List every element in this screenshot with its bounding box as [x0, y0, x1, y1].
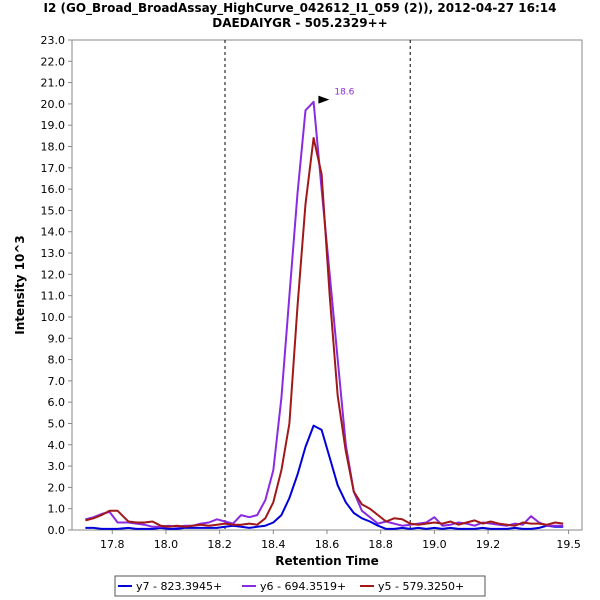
x-tick-label: 18.2: [207, 538, 232, 551]
x-tick-label: 17.8: [100, 538, 125, 551]
y-tick-label: 20.0: [41, 98, 66, 111]
chart-title: I2 (GO_Broad_BroadAssay_HighCurve_042612…: [44, 1, 557, 16]
y-tick-label: 6.0: [48, 396, 66, 409]
y-tick-label: 14.0: [41, 226, 66, 239]
y-tick-label: 4.0: [48, 439, 66, 452]
legend-label: y5 - 579.3250+: [378, 580, 464, 593]
y-tick-label: 21.0: [41, 77, 66, 90]
y-tick-label: 18.0: [41, 141, 66, 154]
y-tick-label: 23.0: [41, 34, 66, 47]
plot-area: [71, 39, 583, 531]
legend-label: y6 - 694.3519+: [260, 580, 346, 593]
x-axis-ticks: 17.8 18.0 18.2 18.4 18.6 18.8 19.0 19.2 19.5: [100, 530, 581, 551]
y-tick-label: 11.0: [41, 290, 66, 303]
y-tick-label: 3.0: [48, 460, 66, 473]
x-tick-label: 18.0: [154, 538, 179, 551]
y-axis-ticks: 0.0 1.0 2.0 3.0 4.0 5.0 6.0 7.0 8.0 9.0 10.0 11.0 12…: [41, 34, 72, 537]
y-tick-label: 15.0: [41, 204, 66, 217]
x-tick-label: 19.5: [556, 538, 581, 551]
x-tick-label: 18.6: [315, 538, 340, 551]
y-tick-label: 5.0: [48, 417, 66, 430]
series-line: [85, 424, 564, 530]
peak-annotation: 18.6: [318, 88, 355, 104]
x-tick-label: 19.2: [476, 538, 501, 551]
y-axis-title: Intensity 10^3: [13, 235, 27, 335]
y-tick-label: 0.0: [48, 524, 66, 537]
x-axis-title: Retention Time: [275, 554, 379, 568]
y-tick-label: 16.0: [41, 183, 66, 196]
legend-label: y7 - 823.3945+: [136, 580, 222, 593]
y-tick-label: 8.0: [48, 354, 66, 367]
y-tick-label: 12.0: [41, 268, 66, 281]
y-tick-label: 2.0: [48, 481, 66, 494]
vertical-markers: [224, 40, 411, 530]
chart-subtitle: DAEDAIYGR - 505.2329++: [212, 16, 387, 30]
y-tick-label: 17.0: [41, 162, 66, 175]
y-tick-label: 22.0: [41, 55, 66, 68]
x-tick-label: 18.4: [261, 538, 286, 551]
y-tick-label: 1.0: [48, 503, 66, 516]
y-tick-label: 13.0: [41, 247, 66, 260]
legend-box: [114, 575, 486, 597]
legend: y7 - 823.3945+ y6 - 694.3519+ y5 - 579.325…: [114, 575, 486, 597]
y-tick-label: 19.0: [41, 119, 66, 132]
series-line: [85, 137, 564, 528]
x-tick-label: 19.0: [422, 538, 447, 551]
y-tick-label: 7.0: [48, 375, 66, 388]
series-layer: [85, 100, 564, 530]
y-tick-label: 10.0: [41, 311, 66, 324]
peak-arrow-icon: [318, 95, 330, 104]
y-tick-label: 9.0: [48, 332, 66, 345]
peak-label: 18.6: [334, 88, 354, 98]
x-tick-label: 18.8: [368, 538, 393, 551]
